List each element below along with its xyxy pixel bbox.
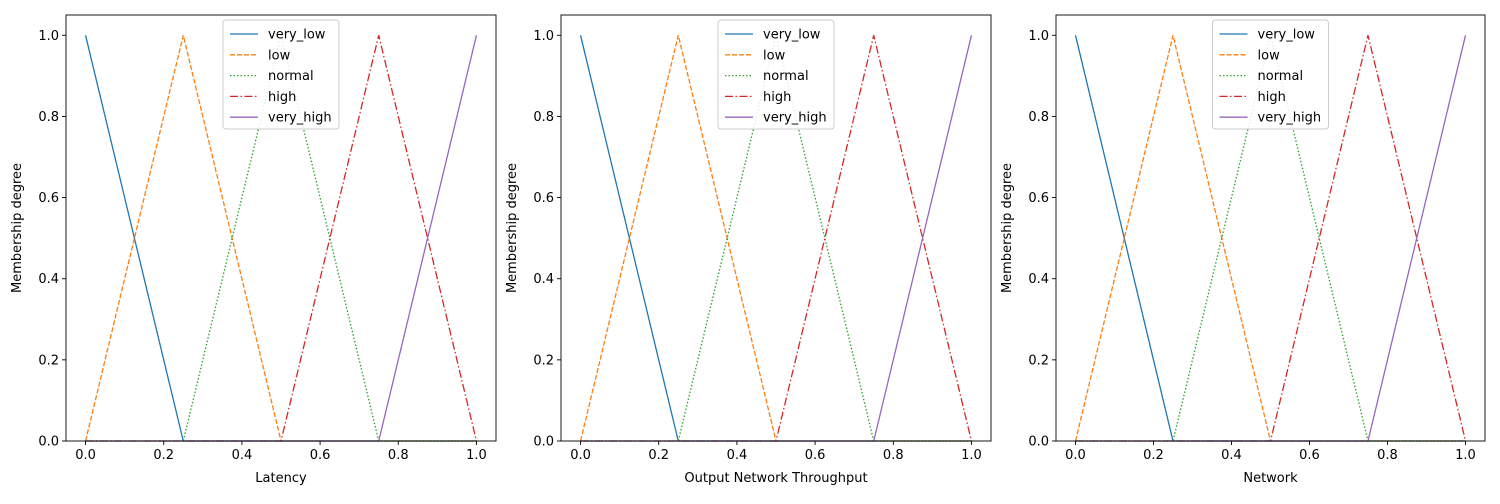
plot-frame — [1055, 14, 1486, 442]
legend-label-very-low: very_low — [763, 28, 821, 43]
legend-label-normal: normal — [763, 69, 809, 84]
x-axis-label: Latency — [255, 471, 307, 486]
y-tick-label: 0.4 — [38, 272, 59, 287]
y-axis-label: Membership degree — [1000, 163, 1015, 293]
x-tick-label: 0.2 — [1143, 448, 1164, 463]
y-tick-label: 0.0 — [1028, 435, 1049, 450]
x-tick-label: 0.4 — [232, 448, 253, 463]
x-tick-label: 0.8 — [388, 448, 409, 463]
subplot-2: 0.0 0.2 0.4 0.6 0.8 1.0 0.0 0.2 0.4 0.6 0.8 1.0 Outp… — [505, 14, 992, 486]
x-tick-label: 0.6 — [310, 448, 331, 463]
subplot-1: 0.0 0.2 0.4 0.6 0.8 1.0 0.0 0.2 0.4 0.6 0.8 1.0 Late… — [10, 14, 497, 486]
y-axis-label: Membership degree — [505, 163, 520, 293]
y-tick-label: 1.0 — [38, 29, 59, 44]
y-tick-label: 0.6 — [533, 191, 554, 206]
y-tick-label: 0.4 — [533, 272, 554, 287]
x-axis-label: Output Network Throughput — [684, 471, 867, 486]
y-tick-label: 0.2 — [533, 353, 554, 368]
y-tick-label: 0.0 — [533, 435, 554, 450]
x-tick-label: 0.4 — [1221, 448, 1242, 463]
y-tick-label: 0.6 — [1028, 191, 1049, 206]
legend-label-low: low — [268, 48, 291, 63]
legend-label-normal: normal — [268, 69, 314, 84]
x-tick-label: 0.8 — [883, 448, 904, 463]
y-axis-label: Membership degree — [10, 163, 25, 293]
legend-label-very-high: very_high — [763, 111, 827, 126]
subplot-3: 0.0 0.2 0.4 0.6 0.8 1.0 0.0 0.2 0.4 0.6 0.8 1.0 Netw… — [1000, 14, 1486, 486]
plot-frame — [65, 14, 497, 442]
x-tick-label: 1.0 — [466, 448, 487, 463]
y-tick-label: 0.2 — [1028, 353, 1049, 368]
legend-box — [1212, 19, 1329, 130]
legend-label-very-low: very_low — [1258, 28, 1316, 43]
legend-label-low: low — [763, 48, 786, 63]
x-tick-label: 0.0 — [570, 448, 591, 463]
x-tick-label: 1.0 — [1455, 448, 1476, 463]
x-tick-label: 1.0 — [961, 448, 982, 463]
x-tick-label: 0.2 — [153, 448, 174, 463]
legend-label-very-high: very_high — [268, 111, 332, 126]
legend-box — [222, 19, 340, 130]
x-tick-label: 0.6 — [805, 448, 826, 463]
y-tick-label: 0.6 — [38, 191, 59, 206]
legend-label-low: low — [1258, 48, 1281, 63]
legend-label-very-low: very_low — [268, 28, 326, 43]
legend-label-high: high — [1258, 90, 1286, 105]
x-tick-label: 0.2 — [648, 448, 669, 463]
x-tick-label: 0.8 — [1377, 448, 1398, 463]
y-tick-label: 0.0 — [38, 435, 59, 450]
x-tick-label: 0.6 — [1299, 448, 1320, 463]
x-axis-label: Network — [1243, 471, 1298, 486]
y-tick-label: 1.0 — [1028, 29, 1049, 44]
legend-box — [717, 19, 835, 130]
legend-label-very-high: very_high — [1258, 111, 1322, 126]
x-tick-label: 0.4 — [727, 448, 748, 463]
legend-label-high: high — [268, 90, 296, 105]
legend-label-high: high — [763, 90, 791, 105]
y-tick-label: 0.8 — [38, 110, 59, 125]
y-tick-label: 0.2 — [38, 353, 59, 368]
y-tick-label: 0.8 — [1028, 110, 1049, 125]
x-tick-label: 0.0 — [75, 448, 96, 463]
y-tick-label: 0.4 — [1028, 272, 1049, 287]
legend-label-normal: normal — [1258, 69, 1304, 84]
x-tick-label: 0.0 — [1065, 448, 1086, 463]
plot-frame — [560, 14, 992, 442]
y-tick-label: 0.8 — [533, 110, 554, 125]
y-tick-label: 1.0 — [533, 29, 554, 44]
